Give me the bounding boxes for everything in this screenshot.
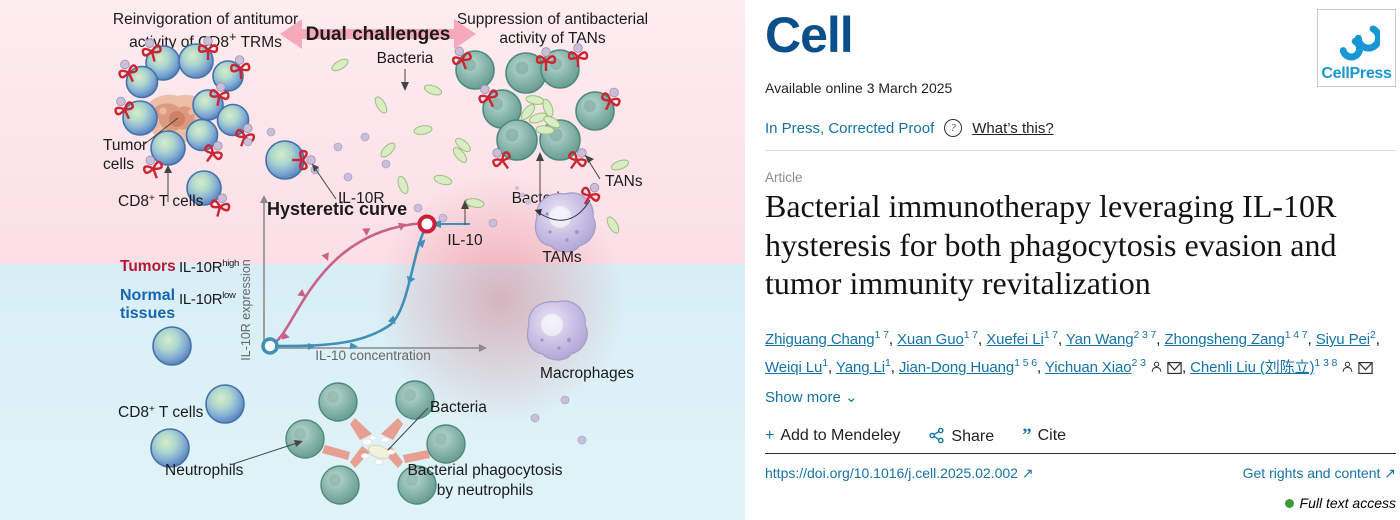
svg-text:CD8+ T cells: CD8+ T cells [118, 193, 204, 211]
svg-text:by neutrophils: by neutrophils [437, 482, 534, 499]
svg-text:Bacteria: Bacteria [377, 50, 434, 67]
svg-text:IL-10: IL-10 [447, 232, 483, 249]
svg-text:cells: cells [103, 156, 134, 173]
svg-text:Macrophages: Macrophages [540, 365, 634, 382]
svg-text:Bacteria: Bacteria [430, 399, 487, 416]
svg-text:IL-10R: IL-10R [338, 190, 385, 207]
svg-text:Bacterial phagocytosis: Bacterial phagocytosis [407, 462, 562, 479]
svg-text:TAMs: TAMs [542, 249, 582, 266]
svg-text:CD8+ T cells: CD8+ T cells [118, 404, 204, 422]
svg-text:TANs: TANs [605, 173, 643, 190]
svg-text:Tumor: Tumor [103, 137, 147, 154]
